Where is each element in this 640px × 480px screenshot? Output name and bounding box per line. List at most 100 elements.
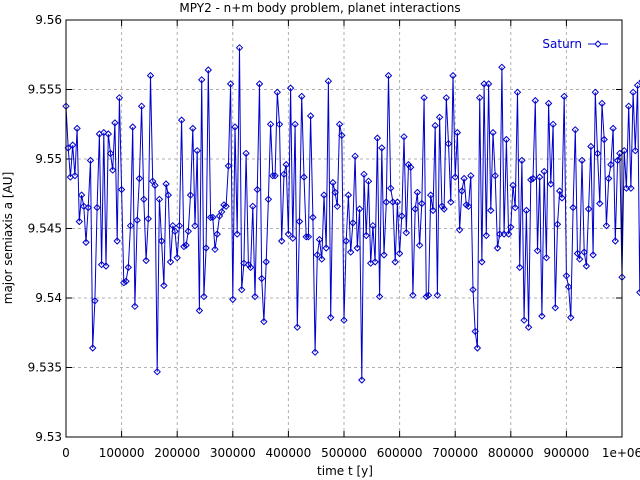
data-point — [315, 235, 324, 244]
data-point — [249, 202, 257, 211]
data-point — [422, 292, 431, 301]
data-point — [311, 348, 319, 356]
data-point — [277, 237, 286, 245]
data-point — [413, 188, 422, 197]
data-point — [226, 80, 235, 88]
data-point — [555, 187, 564, 195]
data-point — [80, 202, 88, 211]
data-point — [142, 256, 150, 265]
data-point — [346, 248, 355, 256]
data-point — [113, 237, 121, 245]
data-point — [518, 156, 526, 165]
data-point — [162, 180, 170, 188]
data-point — [575, 255, 584, 263]
data-point — [444, 139, 453, 148]
data-point — [106, 149, 115, 158]
data-point — [420, 94, 428, 102]
data-point — [342, 237, 350, 245]
data-point — [453, 128, 462, 137]
data-point — [578, 156, 586, 165]
data-point — [189, 124, 197, 133]
data-point — [409, 291, 417, 299]
data-point — [369, 221, 377, 230]
data-point — [353, 244, 362, 252]
data-point — [175, 221, 184, 230]
data-point — [295, 217, 304, 226]
data-point — [233, 230, 241, 238]
data-point — [531, 96, 540, 105]
data-point — [433, 291, 442, 299]
x-tick-label: 700000 — [432, 446, 478, 460]
data-point — [262, 258, 270, 266]
data-point — [318, 255, 326, 263]
data-point — [93, 203, 101, 212]
series-layer — [62, 44, 640, 384]
x-tick-label: 500000 — [321, 446, 367, 460]
data-point — [211, 245, 219, 254]
data-point — [362, 231, 370, 240]
data-point — [213, 230, 221, 238]
data-point — [524, 323, 533, 331]
data-point — [115, 94, 124, 102]
data-point — [440, 205, 448, 213]
series-line-saturn — [65, 47, 640, 381]
data-point — [471, 327, 479, 336]
data-point — [418, 199, 426, 208]
data-point — [598, 99, 606, 108]
data-point — [511, 203, 519, 212]
data-point — [591, 88, 600, 97]
data-point — [447, 198, 455, 206]
data-point — [240, 259, 248, 267]
data-point — [122, 277, 130, 286]
y-tick-label: 9.53 — [35, 430, 62, 444]
data-point — [513, 88, 522, 97]
data-point — [324, 77, 333, 85]
data-point — [587, 142, 595, 151]
data-point — [473, 344, 482, 352]
data-point — [535, 173, 544, 181]
data-point — [371, 258, 379, 266]
data-point — [309, 213, 317, 222]
data-point — [344, 191, 353, 199]
data-point — [378, 144, 386, 152]
x-tick-label: 600000 — [377, 446, 423, 460]
data-point — [126, 221, 135, 230]
plot-frame — [65, 19, 623, 438]
data-point — [458, 187, 466, 195]
data-point — [331, 188, 339, 197]
data-point — [386, 184, 395, 192]
data-point — [169, 221, 177, 230]
data-point — [482, 231, 491, 240]
data-point — [464, 202, 473, 211]
y-tick-label: 9.555 — [28, 83, 62, 97]
data-point — [86, 156, 95, 165]
data-point — [435, 113, 444, 122]
data-point — [269, 171, 277, 180]
data-point — [529, 174, 537, 183]
data-point — [286, 84, 295, 92]
data-point — [84, 203, 92, 212]
data-point — [611, 237, 620, 245]
data-point — [97, 260, 106, 269]
data-point — [166, 258, 175, 266]
x-tick-label: 1e+06 — [602, 446, 640, 460]
data-point — [487, 206, 495, 215]
data-point — [515, 263, 524, 272]
data-point — [100, 128, 108, 137]
data-point — [153, 367, 161, 376]
data-point — [73, 124, 81, 133]
data-point — [402, 228, 411, 237]
data-point — [502, 135, 511, 144]
data-point — [204, 66, 213, 74]
data-point — [538, 312, 546, 320]
data-point — [222, 202, 230, 211]
data-point — [242, 149, 250, 158]
data-point — [237, 285, 246, 294]
data-point — [197, 76, 206, 84]
data-point — [186, 191, 195, 199]
data-point — [104, 130, 113, 138]
data-point — [355, 205, 364, 213]
data-point — [333, 202, 342, 211]
data-point — [289, 234, 297, 242]
data-point — [193, 146, 201, 155]
